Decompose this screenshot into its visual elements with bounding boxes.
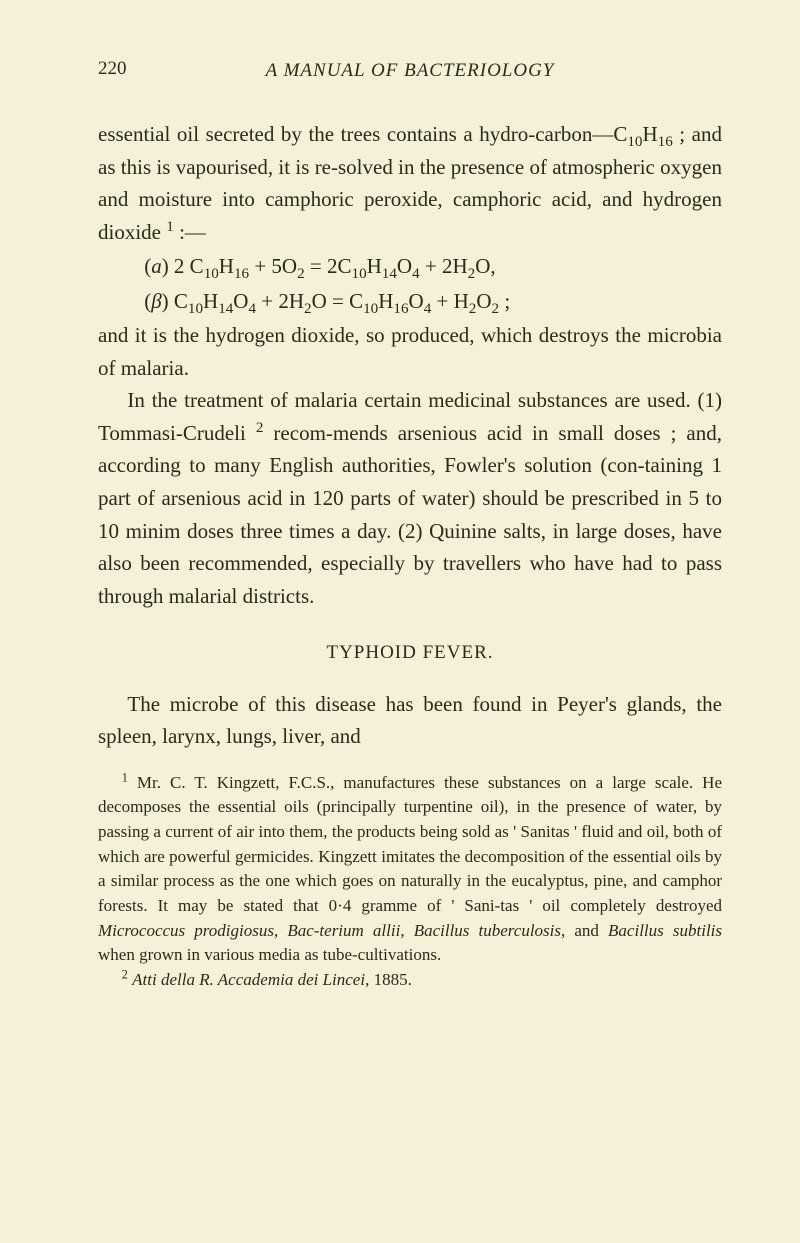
eq-i: + H <box>431 289 469 313</box>
sub: 10 <box>363 301 378 317</box>
fn1-d: , and <box>561 921 608 940</box>
eq-var: a <box>151 254 162 278</box>
eq-i: O, <box>475 254 495 278</box>
sub: 4 <box>412 266 420 282</box>
eq-var: β <box>151 289 161 313</box>
page-number: 220 <box>98 58 127 80</box>
sub: 16 <box>393 301 408 317</box>
fn-sup: 2 <box>122 967 128 981</box>
fn2-it: Atti della R. Accademia dei Lincei <box>132 970 365 989</box>
eq-b: ) C <box>162 289 188 313</box>
sub: 2 <box>492 301 500 317</box>
paragraph-3: In the treatment of malaria certain medi… <box>98 384 722 612</box>
eq-h: + 2H <box>420 254 468 278</box>
p1-a: essential oil secreted by the trees cont… <box>98 122 627 146</box>
sub: 10 <box>204 266 219 282</box>
fn2-b: , 1885. <box>365 970 412 989</box>
fn1-it4: Bacillus subtilis <box>608 921 722 940</box>
fn1-b: , <box>274 921 287 940</box>
fn1-it2: Bac-terium allii <box>287 921 400 940</box>
running-header: A MANUAL OF BACTERIOLOGY <box>98 58 722 82</box>
sub: 2 <box>297 266 305 282</box>
paragraph-1: essential oil secreted by the trees cont… <box>98 118 722 248</box>
paragraph-2: and it is the hydrogen dioxide, so produ… <box>98 319 722 384</box>
equation-a: (a) 2 C10H16 + 5O2 = 2C10H14O4 + 2H2O, <box>98 250 722 283</box>
eq-g: H <box>378 289 393 313</box>
p1-d: :— <box>174 220 206 244</box>
footnote-1: 1 Mr. C. T. Kingzett, F.C.S., manufactur… <box>98 771 722 993</box>
section-heading: TYPHOID FEVER. <box>98 638 722 667</box>
body-text: essential oil secreted by the trees cont… <box>98 118 722 753</box>
p1-b: H <box>642 122 657 146</box>
eq-b: ) 2 C <box>162 254 204 278</box>
eq-k: ; <box>499 289 510 313</box>
sub: 10 <box>627 134 642 150</box>
sub: 10 <box>352 266 367 282</box>
eq-e: + 2H <box>256 289 304 313</box>
sub: 14 <box>218 301 233 317</box>
sup: 1 <box>166 219 174 235</box>
sub: 14 <box>382 266 397 282</box>
sub: 10 <box>188 301 203 317</box>
eq-h: O <box>409 289 424 313</box>
sub: 16 <box>658 134 673 150</box>
paragraph-4: The microbe of this disease has been fou… <box>98 688 722 753</box>
sub: 16 <box>234 266 249 282</box>
equation-b: (β) C10H14O4 + 2H2O = C10H16O4 + H2O2 ; <box>98 285 722 318</box>
eq-g: O <box>397 254 412 278</box>
eq-j: O <box>476 289 491 313</box>
eq-d: + 5O <box>249 254 297 278</box>
fn1-it1: Micrococcus prodigiosus <box>98 921 274 940</box>
fn1-a: Mr. C. T. Kingzett, F.C.S., manufactures… <box>98 773 722 915</box>
eq-d: O <box>233 289 248 313</box>
eq-f: O = C <box>312 289 364 313</box>
sub: 2 <box>304 301 312 317</box>
p3-b: recom-mends arsenious acid in small dose… <box>98 421 722 608</box>
sub: 4 <box>248 301 256 317</box>
fn1-c: , <box>400 921 413 940</box>
eq-c: H <box>219 254 234 278</box>
eq-c: H <box>203 289 218 313</box>
eq-e: = 2C <box>305 254 352 278</box>
fn1-e: when grown in various media as tube-cult… <box>98 945 441 964</box>
eq-f: H <box>367 254 382 278</box>
fn1-it3: Bacillus tuberculosis <box>414 921 561 940</box>
